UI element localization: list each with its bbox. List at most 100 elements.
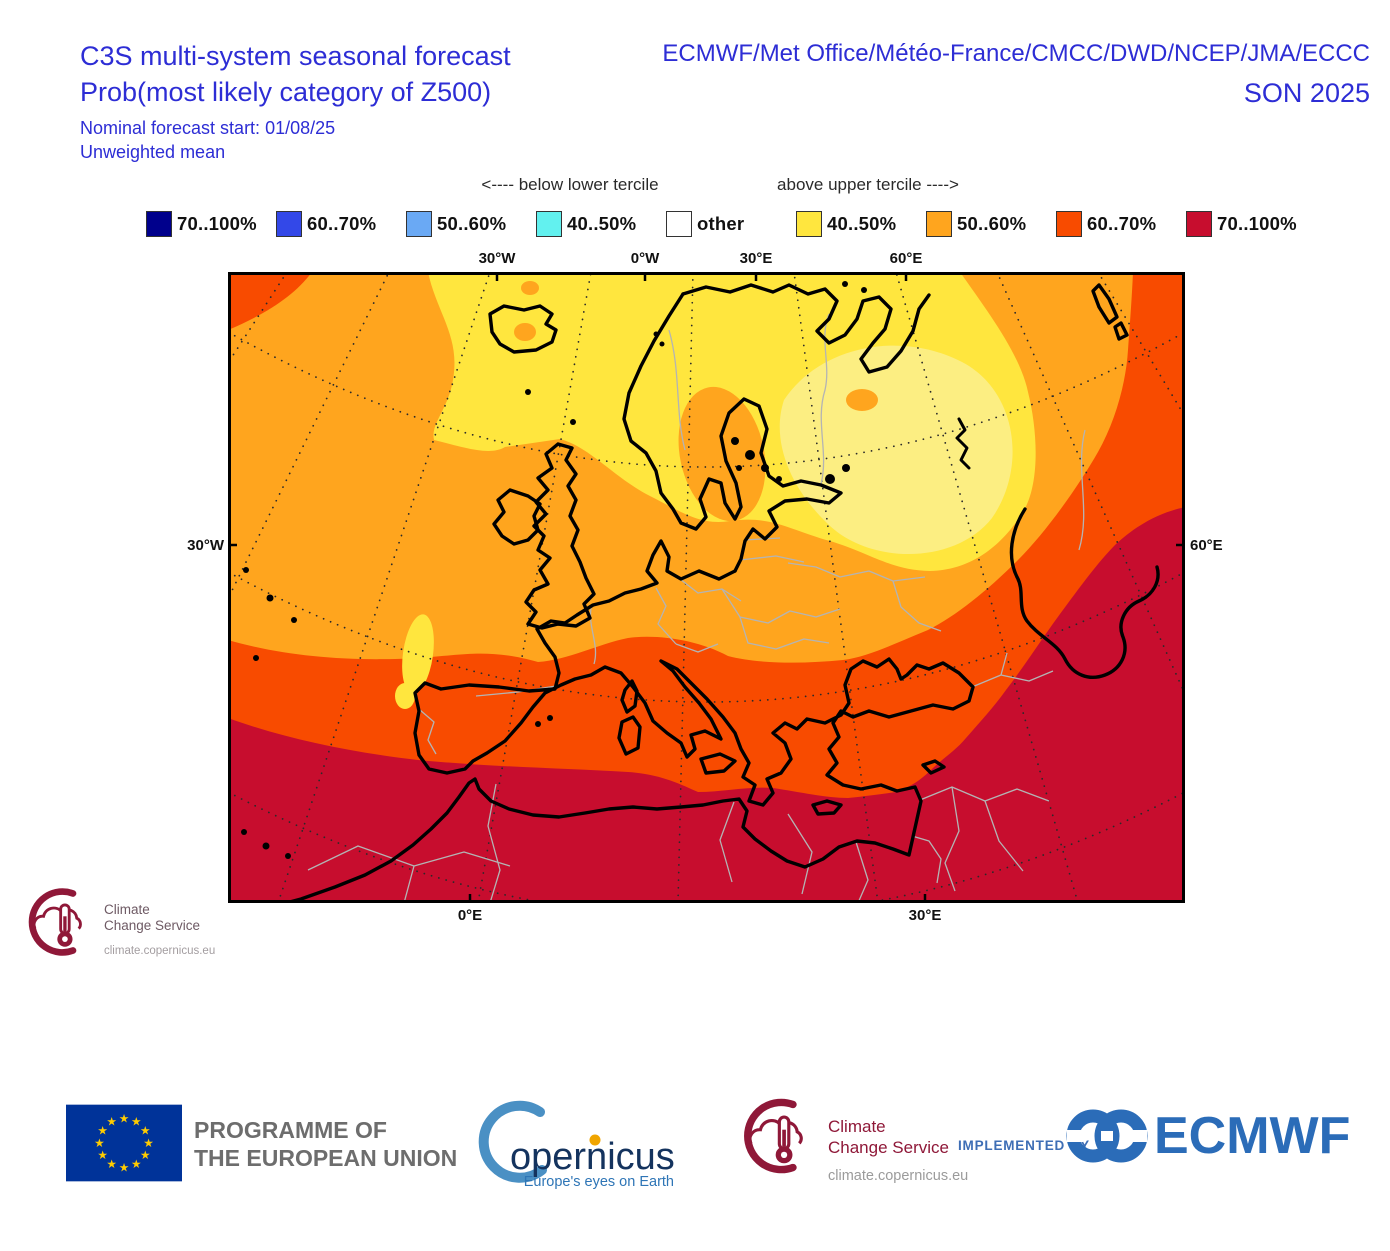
copernicus-logo: opernicus Europe's eyes on Earth — [476, 1096, 681, 1196]
ccs-corner-logo: Climate Change Service climate.copernicu… — [16, 884, 215, 960]
eu-programme-line1: PROGRAMME OF — [194, 1117, 387, 1143]
axis-label-top-0w: 0°W — [630, 250, 660, 267]
coast-novaya-zemlya — [1091, 283, 1119, 325]
coast-great-britain — [524, 442, 596, 630]
svg-text:★: ★ — [119, 1161, 130, 1175]
map-region-darkred — [228, 507, 1185, 903]
legend-label: 60..70% — [307, 213, 377, 234]
svg-text:★: ★ — [140, 1124, 151, 1138]
coast-scandinavia-arctic — [681, 283, 931, 374]
legend-swatch — [536, 211, 562, 237]
svg-text:★: ★ — [94, 1136, 105, 1150]
map-spot-yellow-nspain — [402, 614, 434, 694]
coast-crete — [811, 799, 843, 816]
graticule — [0, 271, 1390, 918]
coast-corsica — [620, 679, 639, 714]
legend-item: 50..60% — [926, 211, 1056, 237]
copernicus-c-swoosh — [478, 1100, 547, 1183]
legend-label: 40..50% — [827, 213, 897, 234]
legend-swatch — [1186, 211, 1212, 237]
legend-label: 60..70% — [1087, 213, 1157, 234]
map-spot-orange-iceland — [514, 323, 536, 341]
page-title-line2: Prob(most likely category of Z500) — [80, 77, 492, 107]
axis-label-top-30w: 30°W — [478, 250, 516, 267]
coastlines — [284, 283, 1160, 905]
coast-cyprus — [921, 759, 946, 775]
ccs-corner-line1: Climate — [104, 902, 150, 917]
eu-programme-label: PROGRAMME OF THE EUROPEAN UNION — [194, 1116, 457, 1172]
svg-text:★: ★ — [106, 1157, 117, 1171]
weighting-label: Unweighted mean — [80, 142, 226, 162]
ccs-corner-line2: Change Service — [104, 918, 201, 933]
models-block: ECMWF/Met Office/Météo-France/CMCC/DWD/N… — [662, 40, 1370, 109]
map-region-orangered-band — [228, 272, 1185, 903]
below-tercile-heading: <---- below lower tercile — [481, 175, 659, 194]
legend-item: other — [666, 211, 796, 237]
copernicus-tagline: Europe's eyes on Earth — [524, 1174, 674, 1190]
legend-label: 50..60% — [957, 213, 1027, 234]
coast-sardinia — [617, 715, 642, 756]
axis-label-top-30e: 30°E — [739, 250, 773, 267]
axis-label-bottom-30e: 30°E — [908, 907, 942, 924]
season-label: SON 2025 — [1243, 78, 1370, 108]
legend-item: 40..50% — [536, 211, 666, 237]
legend-swatch — [146, 211, 172, 237]
axis-label-bottom-0e: 0°E — [457, 907, 483, 924]
legend-label: 50..60% — [437, 213, 507, 234]
legend-row: 70..100% 60..70% 50..60% 40..50% other 40..50… — [146, 211, 1316, 237]
ccs-footer-line1: Climate — [828, 1117, 886, 1136]
map-spot-orange-whitesea — [846, 389, 878, 411]
coast-caspian — [1009, 507, 1160, 679]
legend-swatch — [926, 211, 952, 237]
ecmwf-glyph-icon — [1066, 1109, 1148, 1163]
svg-text:★: ★ — [106, 1115, 117, 1129]
legend-swatch — [1056, 211, 1082, 237]
legend-group-below: 70..100% 60..70% 50..60% 40..50% other — [146, 211, 796, 237]
coast-iceland — [488, 304, 558, 354]
legend-swatch — [796, 211, 822, 237]
svg-text:★: ★ — [140, 1148, 151, 1162]
legend-item: 70..100% — [146, 211, 276, 237]
eu-flag: ★ ★ ★ ★ ★ ★ ★ ★ ★ ★ ★ ★ — [66, 1104, 182, 1187]
legend-item: 60..70% — [1056, 211, 1186, 237]
ecmwf-wordmark: ECMWF — [1154, 1107, 1351, 1165]
river-zigzag — [955, 417, 971, 470]
forecast-map-svg — [0, 271, 1390, 918]
map-spot-orange-n-iceland — [521, 281, 539, 295]
coast-continental — [284, 539, 975, 905]
ccs-footer-icon — [744, 1098, 803, 1174]
svg-text:★: ★ — [97, 1124, 108, 1138]
map-region-pale-yellow — [779, 345, 1013, 555]
legend-label: other — [697, 213, 745, 234]
copernicus-orange-dot — [589, 1134, 601, 1146]
legend-item: 50..60% — [406, 211, 536, 237]
map-region-orangered-nw — [228, 272, 312, 330]
coast-sicily — [699, 752, 737, 775]
legend-label: 70..100% — [177, 213, 257, 234]
legend-group-above: 40..50% 50..60% 60..70% 70..100% — [796, 211, 1316, 237]
legend-item: 60..70% — [276, 211, 406, 237]
islands-lakes — [241, 281, 867, 859]
eu-programme-line2: THE EUROPEAN UNION — [194, 1145, 458, 1171]
map-spot-orange-bothnia — [678, 386, 766, 522]
ccs-footer-logo: Climate Change Service climate.copernicu… — [730, 1094, 968, 1184]
ecmwf-logo: ECMWF — [1066, 1104, 1350, 1168]
legend-label: 40..50% — [567, 213, 637, 234]
svg-text:★: ★ — [131, 1115, 142, 1129]
ccs-logo-icon — [28, 888, 82, 956]
legend-label: 70..100% — [1217, 213, 1297, 234]
legend-item: 40..50% — [796, 211, 926, 237]
page-title-line1: C3S multi-system seasonal forecast — [80, 41, 511, 71]
coast-novaya-zemlya-s — [1113, 321, 1129, 341]
ccs-corner-url: climate.copernicus.eu — [104, 945, 216, 957]
svg-text:★: ★ — [97, 1148, 108, 1162]
ccs-footer-url: climate.copernicus.eu — [828, 1168, 969, 1184]
forecast-map — [0, 271, 1390, 918]
legend-item: 70..100% — [1186, 211, 1316, 237]
axis-label-left-30w: 30°W — [187, 537, 224, 554]
svg-text:★: ★ — [131, 1157, 142, 1171]
svg-text:★: ★ — [119, 1111, 130, 1125]
above-tercile-heading: above upper tercile ----> — [777, 175, 959, 194]
legend-swatch — [276, 211, 302, 237]
